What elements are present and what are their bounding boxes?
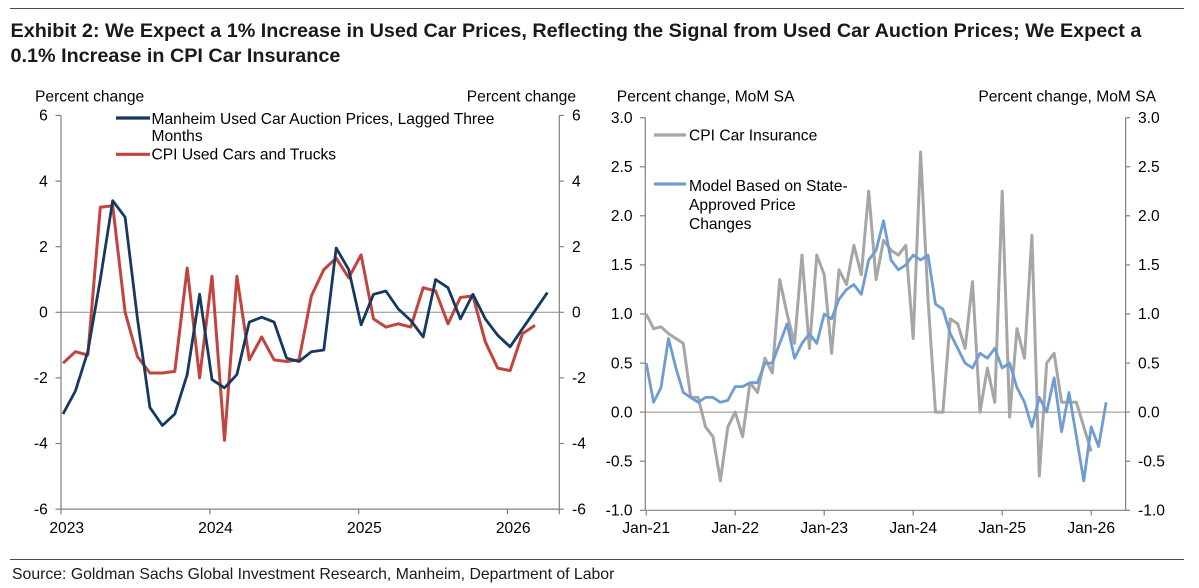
svg-text:1.5: 1.5 bbox=[1138, 257, 1160, 274]
svg-text:Percent change: Percent change bbox=[467, 89, 576, 106]
svg-text:1.5: 1.5 bbox=[611, 257, 633, 274]
svg-text:Jan-24: Jan-24 bbox=[889, 520, 937, 537]
svg-text:2: 2 bbox=[39, 239, 48, 256]
svg-text:-6: -6 bbox=[34, 501, 48, 518]
svg-text:Jan-23: Jan-23 bbox=[800, 520, 848, 537]
svg-text:-6: -6 bbox=[572, 501, 586, 518]
svg-text:-0.5: -0.5 bbox=[1138, 453, 1165, 470]
svg-text:2.0: 2.0 bbox=[611, 208, 633, 225]
svg-text:-4: -4 bbox=[34, 436, 48, 453]
svg-text:Percent change, MoM SA: Percent change, MoM SA bbox=[978, 89, 1156, 106]
svg-text:Jan-21: Jan-21 bbox=[622, 520, 670, 537]
svg-text:3.0: 3.0 bbox=[1138, 110, 1160, 127]
svg-text:0.0: 0.0 bbox=[1138, 404, 1160, 421]
svg-text:0: 0 bbox=[572, 305, 581, 322]
svg-text:2.5: 2.5 bbox=[1138, 159, 1160, 176]
svg-text:2026: 2026 bbox=[496, 520, 531, 537]
svg-text:Model Based on State-: Model Based on State- bbox=[689, 178, 848, 195]
svg-text:CPI Car Insurance: CPI Car Insurance bbox=[689, 128, 817, 145]
svg-text:3.0: 3.0 bbox=[611, 110, 633, 127]
svg-text:-1.0: -1.0 bbox=[606, 503, 633, 520]
svg-text:2024: 2024 bbox=[198, 520, 233, 537]
svg-text:CPI Used Cars and Trucks: CPI Used Cars and Trucks bbox=[152, 147, 337, 164]
svg-text:6: 6 bbox=[572, 108, 581, 125]
svg-text:2023: 2023 bbox=[49, 520, 84, 537]
svg-text:-4: -4 bbox=[572, 436, 586, 453]
svg-text:4: 4 bbox=[572, 173, 581, 190]
svg-text:Changes: Changes bbox=[689, 216, 752, 233]
svg-text:Percent change, MoM SA: Percent change, MoM SA bbox=[617, 89, 795, 106]
svg-text:Manheim Used Car Auction Price: Manheim Used Car Auction Prices, Lagged … bbox=[152, 111, 495, 128]
svg-text:Percent change: Percent change bbox=[35, 89, 144, 106]
svg-text:-2: -2 bbox=[34, 370, 48, 387]
svg-text:0.5: 0.5 bbox=[611, 355, 633, 372]
svg-text:2025: 2025 bbox=[347, 520, 382, 537]
svg-text:-1.0: -1.0 bbox=[1138, 503, 1165, 520]
svg-text:2.0: 2.0 bbox=[1138, 208, 1160, 225]
svg-text:Months: Months bbox=[152, 128, 203, 145]
svg-text:1.0: 1.0 bbox=[1138, 306, 1160, 323]
svg-text:Jan-26: Jan-26 bbox=[1067, 520, 1115, 537]
svg-text:-0.5: -0.5 bbox=[606, 453, 633, 470]
svg-text:2: 2 bbox=[572, 239, 581, 256]
svg-text:0.0: 0.0 bbox=[611, 404, 633, 421]
svg-text:0.5: 0.5 bbox=[1138, 355, 1160, 372]
svg-text:Jan-22: Jan-22 bbox=[711, 520, 759, 537]
svg-text:Approved Price: Approved Price bbox=[689, 197, 796, 214]
svg-text:-2: -2 bbox=[572, 370, 586, 387]
svg-text:6: 6 bbox=[39, 108, 48, 125]
svg-text:0: 0 bbox=[39, 305, 48, 322]
svg-text:2.5: 2.5 bbox=[611, 159, 633, 176]
svg-text:Jan-25: Jan-25 bbox=[978, 520, 1026, 537]
svg-text:4: 4 bbox=[39, 173, 48, 190]
svg-text:1.0: 1.0 bbox=[611, 306, 633, 323]
